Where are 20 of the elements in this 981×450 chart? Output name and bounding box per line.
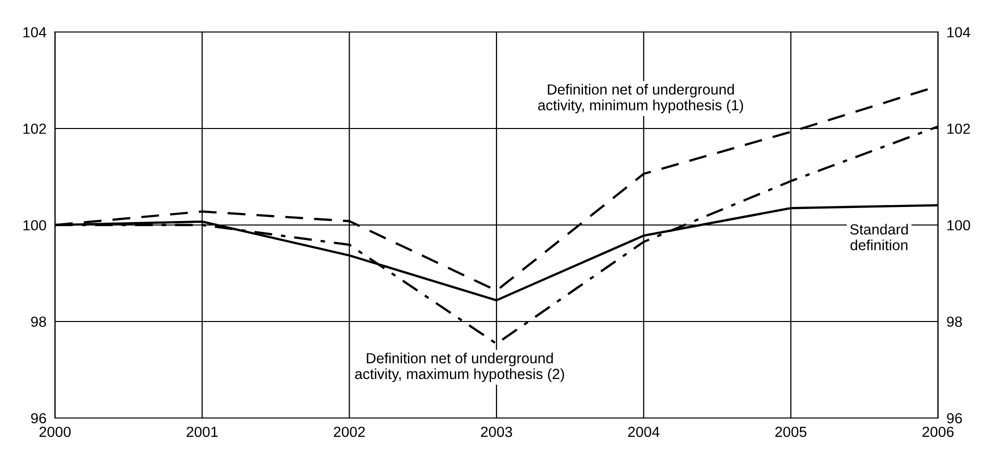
y-tick-label: 102 [23, 124, 46, 134]
x-tick-label: 2001 [186, 426, 218, 438]
y-tick-label: 98 [31, 316, 46, 327]
x-tick-label: 2004 [628, 426, 660, 438]
x-tick-label: 2003 [481, 426, 512, 438]
x-tick-label: 2005 [775, 426, 806, 438]
x-tick-label: 2006 [922, 426, 954, 438]
text: Definition net of underground activity, minimum hypothesis (1) [538, 84, 744, 114]
y-tick-label: 104 [23, 27, 46, 38]
y2-tick-label: 102 [947, 124, 970, 134]
y-tick-label: 96 [31, 413, 46, 424]
series-label: Standard definition [850, 224, 908, 250]
x-tick-label: 2000 [40, 426, 71, 438]
text: Definition net of underground activity, maximum hypothesis (2) [355, 352, 564, 382]
y2-tick-label: 100 [947, 220, 970, 230]
y2-tick-label: 98 [947, 316, 962, 327]
x-tick-label: 2002 [334, 426, 365, 438]
y-tick-label: 100 [23, 220, 46, 230]
y2-tick-label: 104 [947, 27, 970, 38]
y2-tick-label: 96 [947, 413, 962, 424]
